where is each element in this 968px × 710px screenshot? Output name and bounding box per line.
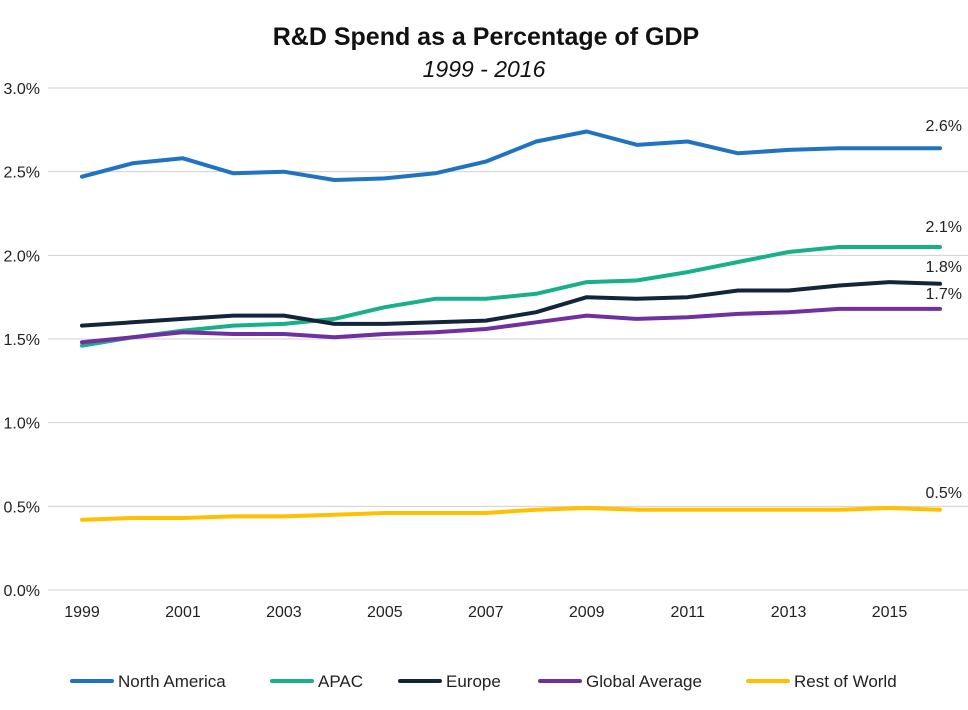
legend-label: APAC	[318, 672, 363, 691]
end-value-label: 2.1%	[926, 219, 962, 236]
y-tick-label: 1.5%	[4, 332, 40, 349]
x-tick-label: 2009	[569, 604, 605, 621]
x-tick-label: 2005	[367, 604, 403, 621]
series-line	[80, 506, 942, 522]
series-lines	[80, 129, 942, 522]
series-line	[80, 306, 942, 345]
legend-item: North America	[70, 672, 226, 691]
legend-item: APAC	[270, 672, 363, 691]
x-tick-label: 1999	[64, 604, 100, 621]
y-axis: 0.0% 0.5% 1.0% 1.5% 2.0% 2.5% 3.0%	[4, 81, 40, 600]
legend: North America APAC Europe Global Average Res…	[70, 672, 897, 691]
chart-subtitle: 1999 - 2016	[423, 56, 546, 82]
x-tick-label: 2001	[165, 604, 201, 621]
legend-label: North America	[118, 672, 226, 691]
series-line	[80, 245, 942, 348]
gridlines	[48, 87, 968, 591]
legend-label: Rest of World	[794, 672, 897, 691]
end-labels: 2.6% 2.1% 1.8% 1.7% 0.5%	[926, 118, 962, 502]
legend-label: Europe	[446, 672, 501, 691]
chart-title: R&D Spend as a Percentage of GDP	[273, 23, 700, 51]
legend-item: Global Average	[538, 672, 702, 691]
legend-item: Rest of World	[746, 672, 897, 691]
x-tick-label: 2003	[266, 604, 302, 621]
y-tick-label: 1.0%	[4, 416, 40, 433]
legend-item: Europe	[398, 672, 501, 691]
y-tick-label: 3.0%	[4, 81, 40, 98]
x-tick-label: 2015	[872, 604, 908, 621]
end-value-label: 2.6%	[926, 118, 962, 135]
x-tick-label: 2007	[468, 604, 504, 621]
series-line	[80, 129, 942, 182]
y-tick-label: 2.5%	[4, 165, 40, 182]
end-value-label: 1.7%	[926, 286, 962, 303]
end-value-label: 0.5%	[926, 485, 962, 502]
series-line	[80, 280, 942, 328]
y-tick-label: 2.0%	[4, 248, 40, 265]
end-value-label: 1.8%	[926, 259, 962, 276]
x-tick-label: 2013	[771, 604, 807, 621]
y-tick-label: 0.0%	[4, 583, 40, 600]
x-tick-label: 2011	[670, 604, 705, 621]
y-tick-label: 0.5%	[4, 499, 40, 516]
legend-label: Global Average	[586, 672, 702, 691]
x-axis: 1999 2001 2003 2005 2007 2009 2011 2013 2015	[64, 604, 907, 621]
